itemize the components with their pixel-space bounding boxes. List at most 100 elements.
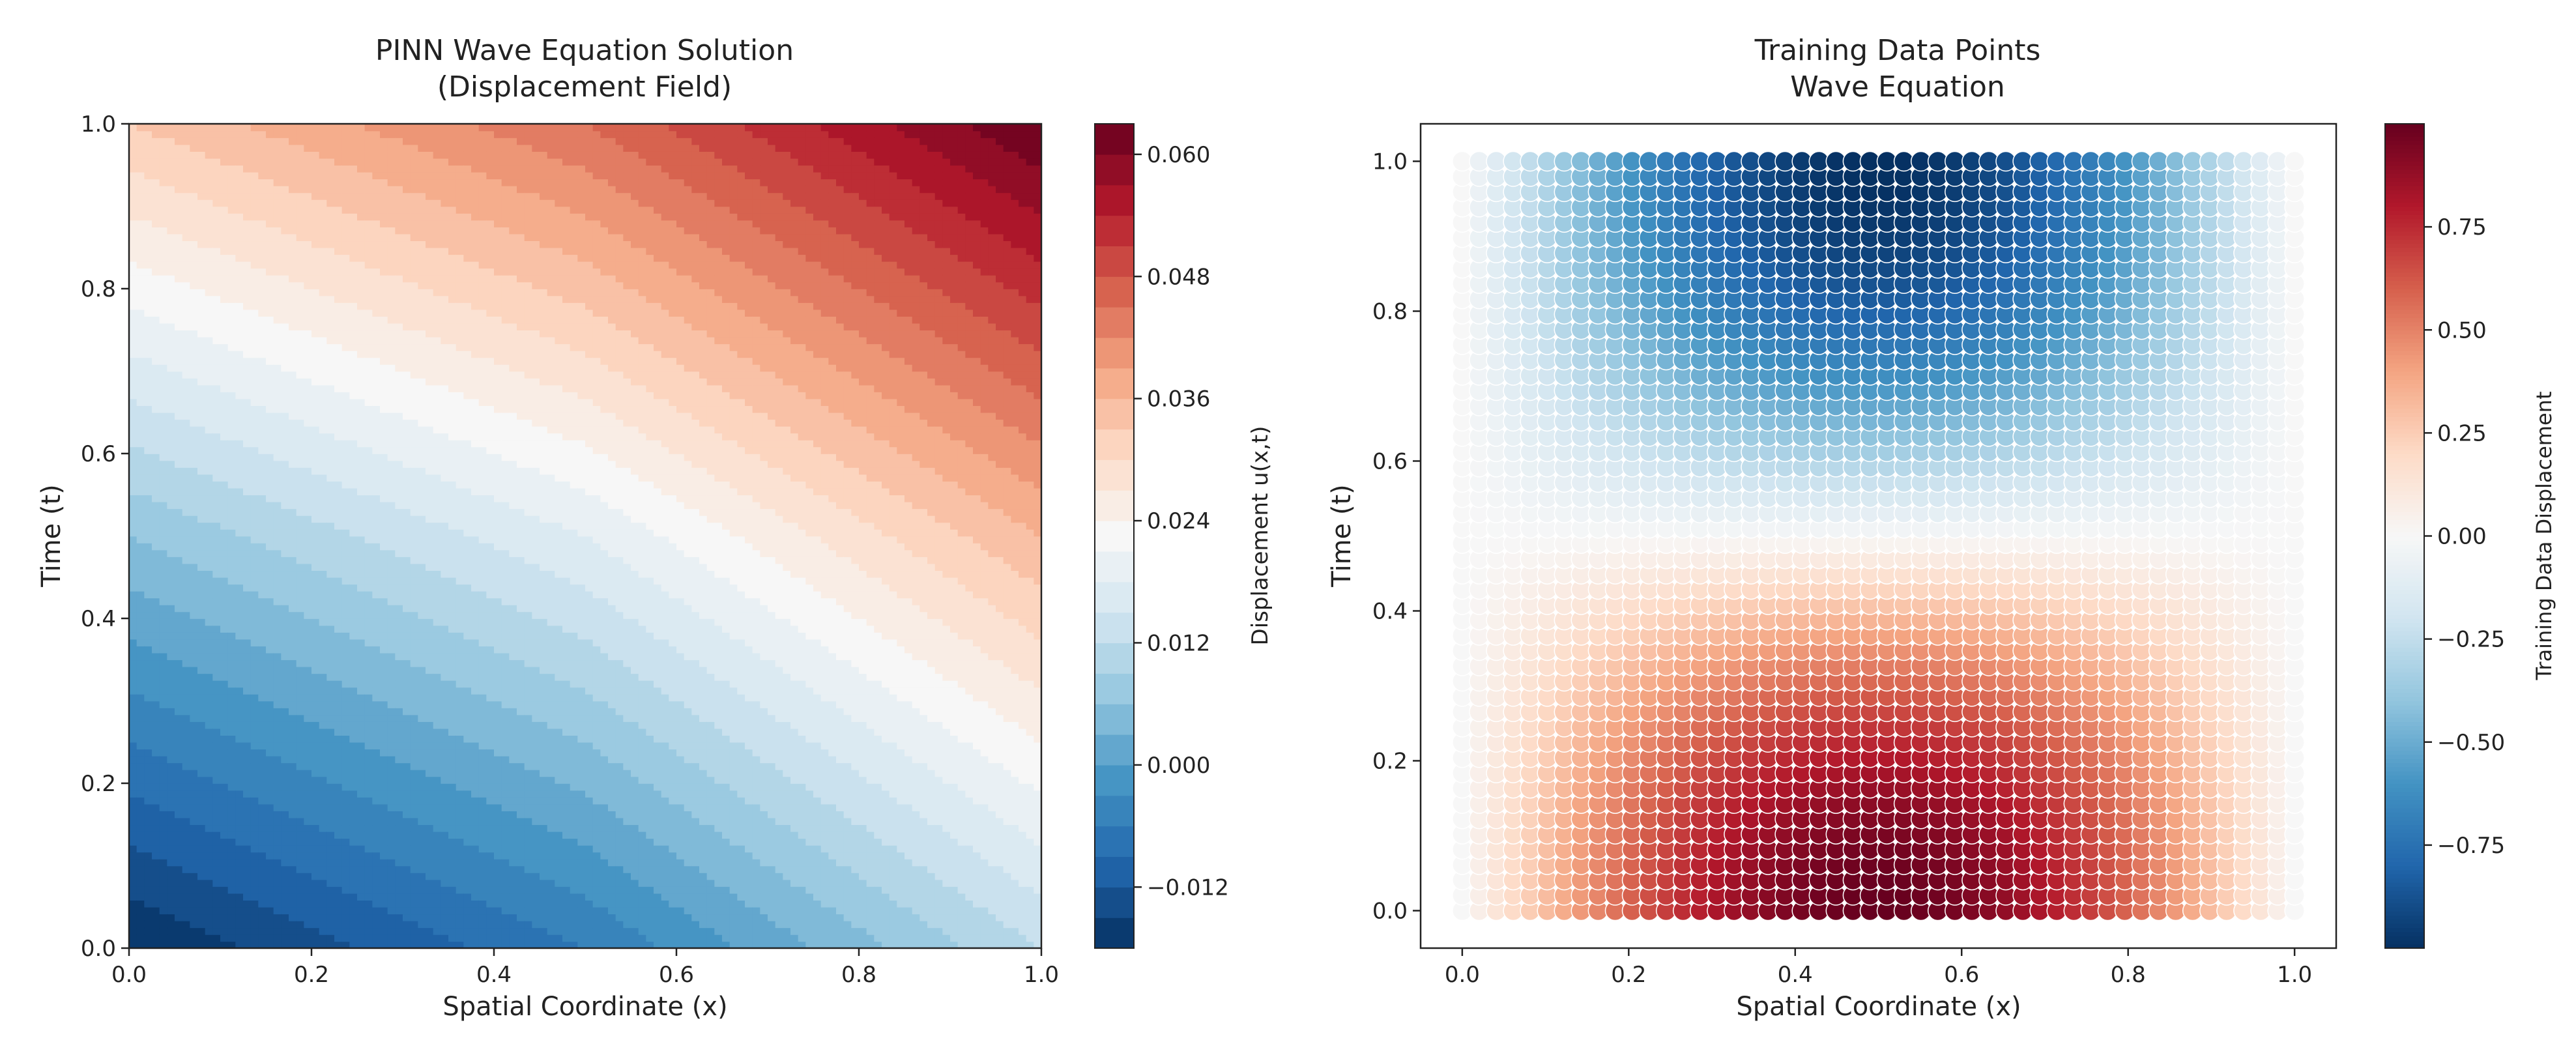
- contour-cell: [296, 714, 305, 722]
- contour-cell: [129, 893, 137, 901]
- contour-cell: [418, 797, 426, 805]
- contour-cell: [341, 693, 351, 702]
- contour-cell: [129, 742, 137, 750]
- contour-cell: [182, 708, 191, 715]
- contour-cell: [250, 522, 259, 530]
- contour-cell: [364, 906, 373, 915]
- contour-cell: [167, 735, 175, 743]
- contour-cell: [205, 914, 214, 921]
- contour-cell: [433, 501, 442, 510]
- contour-cell: [182, 460, 191, 468]
- contour-cell: [341, 274, 351, 283]
- contour-cell: [266, 900, 274, 908]
- contour-cell: [311, 817, 320, 826]
- contour-cell: [235, 124, 244, 132]
- contour-cell: [243, 865, 252, 873]
- contour-cell: [410, 914, 419, 921]
- contour-cell: [311, 803, 320, 811]
- contour-cell: [243, 439, 252, 448]
- contour-cell: [175, 302, 183, 310]
- contour-cell: [250, 487, 259, 496]
- contour-cell: [372, 179, 381, 186]
- contour-cell: [152, 563, 160, 571]
- contour-cell: [387, 460, 396, 468]
- contour-cell: [418, 927, 426, 935]
- contour-cell: [289, 384, 297, 392]
- contour-cell: [175, 508, 183, 516]
- contour-cell: [372, 495, 381, 502]
- contour-cell: [357, 577, 366, 585]
- contour-cell: [326, 398, 335, 407]
- contour-cell: [129, 721, 137, 729]
- contour-cell: [334, 130, 343, 138]
- contour-cell: [129, 302, 137, 310]
- contour-cell: [227, 467, 237, 475]
- contour-cell: [243, 274, 252, 283]
- contour-cell: [129, 419, 137, 427]
- contour-cell: [175, 357, 183, 365]
- contour-cell: [311, 481, 320, 489]
- contour-cell: [167, 590, 175, 599]
- contour-cell: [258, 735, 267, 743]
- contour-cell: [167, 289, 175, 296]
- contour-cell: [326, 240, 335, 248]
- contour-cell: [341, 185, 351, 194]
- contour-cell: [357, 687, 366, 695]
- contour-cell: [418, 309, 426, 317]
- contour-cell: [433, 165, 442, 173]
- contour-cell: [182, 536, 191, 543]
- contour-cell: [289, 240, 297, 248]
- contour-cell: [235, 728, 244, 736]
- contour-cell: [152, 336, 160, 345]
- contour-cell: [152, 454, 160, 461]
- contour-cell: [220, 330, 229, 338]
- contour-cell: [273, 920, 282, 929]
- contour-cell: [372, 543, 381, 551]
- contour-cell: [266, 323, 274, 331]
- contour-cell: [403, 124, 411, 132]
- contour-cell: [212, 124, 221, 132]
- contour-cell: [296, 371, 305, 379]
- contour-cell: [250, 790, 259, 798]
- contour-cell: [380, 755, 388, 764]
- contour-cell: [167, 261, 175, 269]
- contour-cell: [319, 934, 328, 942]
- contour-cell: [281, 419, 289, 427]
- contour-cell: [227, 865, 237, 873]
- contour-cell: [341, 316, 351, 324]
- contour-cell: [243, 632, 252, 640]
- contour-cell: [182, 838, 191, 846]
- contour-cell: [152, 728, 160, 736]
- contour-cell: [190, 852, 198, 860]
- contour-cell: [433, 240, 442, 248]
- contour-cell: [380, 817, 388, 826]
- contour-cell: [357, 769, 366, 777]
- contour-cell: [341, 213, 351, 221]
- contour-cell: [441, 446, 449, 454]
- contour-cell: [136, 165, 145, 173]
- contour-cell: [418, 598, 426, 605]
- contour-cell: [426, 323, 434, 331]
- contour-cell: [190, 295, 198, 303]
- contour-cell: [304, 755, 312, 764]
- contour-cell: [235, 350, 244, 358]
- contour-cell: [289, 508, 297, 516]
- contour-cell: [372, 378, 381, 386]
- contour-cell: [296, 845, 305, 853]
- contour-cell: [129, 783, 137, 791]
- contour-cell: [418, 398, 426, 407]
- contour-cell: [426, 817, 434, 826]
- contour-cell: [250, 639, 259, 646]
- contour-cell: [357, 171, 366, 180]
- contour-cell: [410, 721, 419, 729]
- contour-cell: [190, 838, 198, 846]
- contour-cell: [349, 199, 358, 207]
- contour-cell: [243, 646, 252, 654]
- contour-cell: [197, 797, 206, 805]
- contour-cell: [289, 563, 297, 571]
- contour-cell: [433, 790, 442, 798]
- contour-cell: [243, 639, 252, 646]
- contour-cell: [197, 604, 206, 613]
- contour-cell: [281, 454, 289, 461]
- contour-cell: [281, 171, 289, 180]
